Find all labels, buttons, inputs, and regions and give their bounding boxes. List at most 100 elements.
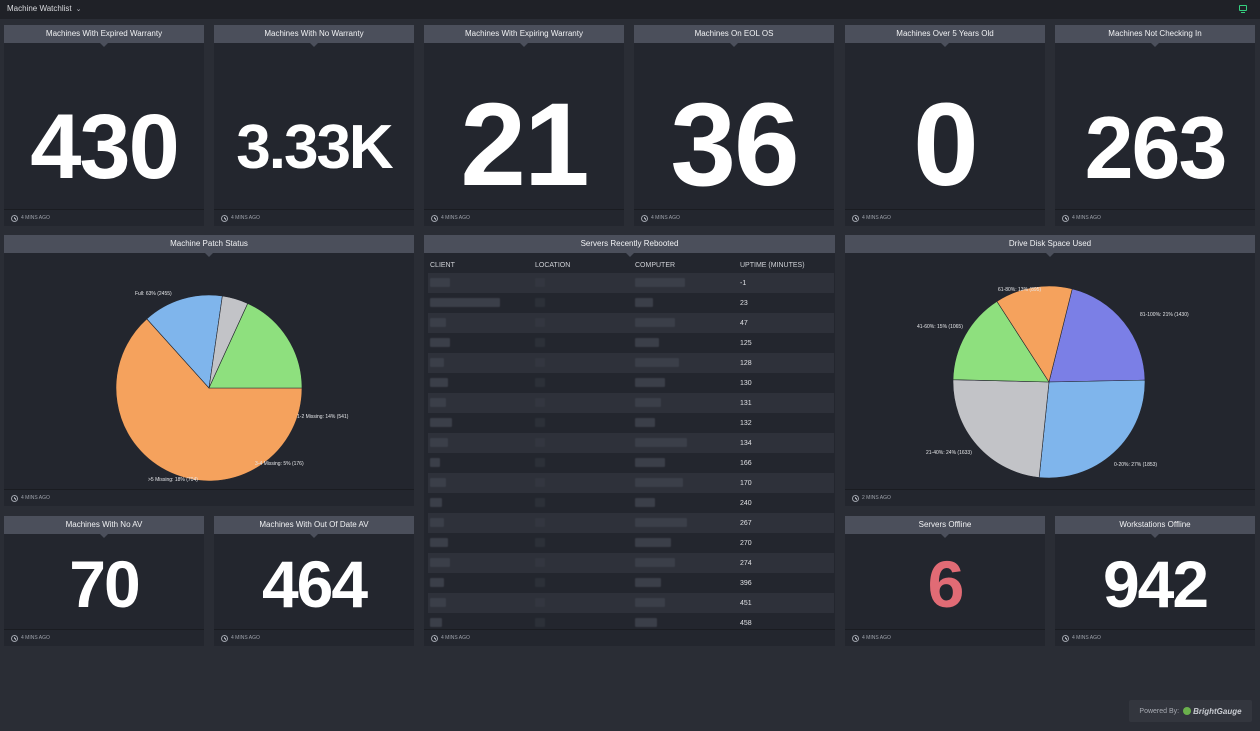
cell-computer <box>633 453 738 473</box>
pie-slice[interactable] <box>952 379 1050 478</box>
pie-slice[interactable] <box>996 285 1073 383</box>
tile-expired-warranty[interactable]: Machines With Expired Warranty 430 4 MIN… <box>4 25 204 226</box>
redacted-location <box>535 317 545 327</box>
tile-workstations-offline[interactable]: Workstations Offline 942 4 MINS AGO <box>1055 516 1255 646</box>
tile-no-av[interactable]: Machines With No AV 70 4 MINS AGO <box>4 516 204 646</box>
cell-computer <box>633 613 738 633</box>
pie-label: >5 Missing: 18% (704) <box>148 477 198 483</box>
table-row[interactable]: 166 <box>428 453 834 473</box>
pie-slice[interactable] <box>208 303 303 389</box>
pie-slice[interactable] <box>1038 379 1146 479</box>
table-row[interactable]: 125 <box>428 333 834 353</box>
cell-location <box>533 273 633 293</box>
table-row[interactable]: 23 <box>428 293 834 313</box>
tile-title: Machines On EOL OS <box>634 25 834 47</box>
column-header-uptime[interactable]: UPTIME (MINUTES) <box>740 261 805 269</box>
brightgauge-logo-icon <box>1183 707 1192 715</box>
cell-computer <box>633 353 738 373</box>
table-row[interactable]: 270 <box>428 533 834 553</box>
table-row[interactable]: 47 <box>428 313 834 333</box>
dashboard-selector[interactable]: Machine Watchlist ⌄ <box>7 4 82 13</box>
disk-space-pie-chart: 81-100%: 21% (1430) 0-20%: 27% (1853) 21-4… <box>917 285 1189 479</box>
table-row[interactable]: 274 <box>428 553 834 573</box>
table-row[interactable]: 132 <box>428 413 834 433</box>
servers-rebooted-widget[interactable]: Servers Recently Rebooted CLIENT LOCATIO… <box>424 235 835 646</box>
cell-computer <box>633 473 738 493</box>
table-row[interactable]: 267 <box>428 513 834 533</box>
column-header-location[interactable]: LOCATION <box>535 261 571 269</box>
updated-time: 4 MINS AGO <box>441 215 470 221</box>
updated-time: 4 MINS AGO <box>231 635 260 641</box>
table-row[interactable]: 128 <box>428 353 834 373</box>
tile-not-checking-in[interactable]: Machines Not Checking In 263 4 MINS AGO <box>1055 25 1255 226</box>
redacted-client <box>430 497 442 507</box>
table-row[interactable]: 240 <box>428 493 834 513</box>
redacted-client <box>430 397 446 407</box>
updated-time: 4 MINS AGO <box>1072 215 1101 221</box>
table-row[interactable]: 170 <box>428 473 834 493</box>
powered-by-badge[interactable]: Powered By: BrightGauge <box>1129 700 1252 722</box>
tile-title: Machines With No AV <box>4 516 204 538</box>
redacted-client <box>430 337 450 347</box>
clock-icon <box>221 634 228 642</box>
table-row[interactable]: 131 <box>428 393 834 413</box>
column-header-computer[interactable]: COMPUTER <box>635 261 676 269</box>
table-row[interactable]: 458 <box>428 613 834 633</box>
tile-expiring-warranty[interactable]: Machines With Expiring Warranty 21 4 MIN… <box>424 25 624 226</box>
tile-footer: 4 MINS AGO <box>214 629 414 646</box>
cell-client <box>428 553 533 573</box>
redacted-computer <box>635 417 655 427</box>
tile-value: 942 <box>1102 547 1209 621</box>
tile-title: Machines With Expiring Warranty <box>424 25 624 47</box>
disk-space-widget[interactable]: Drive Disk Space Used 81-100%: 21% (1430… <box>845 235 1255 506</box>
cell-client <box>428 513 533 533</box>
pie-label: 3-4 Missing: 5% (176) <box>255 461 304 467</box>
pie-slice[interactable] <box>115 318 303 482</box>
table-row[interactable]: -1 <box>428 273 834 293</box>
redacted-location <box>535 377 545 387</box>
cell-client <box>428 473 533 493</box>
redacted-client <box>430 457 440 467</box>
cell-uptime: 130 <box>740 379 752 387</box>
updated-time: 4 MINS AGO <box>21 495 50 501</box>
pie-slice[interactable] <box>952 300 1050 383</box>
redacted-computer <box>635 617 657 627</box>
table-row[interactable]: 451 <box>428 593 834 613</box>
redacted-computer <box>635 277 685 287</box>
cell-computer <box>633 293 738 313</box>
cell-location <box>533 453 633 473</box>
cell-location <box>533 473 633 493</box>
tile-title: Machines With Expired Warranty <box>4 25 204 47</box>
tile-eol-os[interactable]: Machines On EOL OS 36 4 MINS AGO <box>634 25 834 226</box>
redacted-client <box>430 557 450 567</box>
tile-title: Machines With No Warranty <box>214 25 414 47</box>
clock-icon <box>641 214 648 222</box>
table-row[interactable]: 396 <box>428 573 834 593</box>
pie-slice[interactable] <box>1048 288 1146 383</box>
chevron-down-icon: ⌄ <box>75 5 82 13</box>
table-row[interactable]: 134 <box>428 433 834 453</box>
tile-over-5-years[interactable]: Machines Over 5 Years Old 0 4 MINS AGO <box>845 25 1045 226</box>
column-header-client[interactable]: CLIENT <box>430 261 455 269</box>
cell-computer <box>633 313 738 333</box>
redacted-location <box>535 537 545 547</box>
cell-uptime: 134 <box>738 433 834 453</box>
patch-status-widget[interactable]: Machine Patch Status Full: 63% (2455) 1-2… <box>4 235 414 506</box>
tile-value: 0 <box>913 79 979 211</box>
pie-slice[interactable] <box>146 294 223 389</box>
updated-time: 4 MINS AGO <box>21 215 50 221</box>
cell-computer <box>633 373 738 393</box>
tile-title: Machines With Out Of Date AV <box>214 516 414 538</box>
tile-out-of-date-av[interactable]: Machines With Out Of Date AV 464 4 MINS … <box>214 516 414 646</box>
redacted-location <box>535 277 545 287</box>
tile-no-warranty[interactable]: Machines With No Warranty 3.33K 4 MINS A… <box>214 25 414 226</box>
dashboard-title: Machine Watchlist <box>7 4 72 13</box>
redacted-location <box>535 397 545 407</box>
updated-time: 4 MINS AGO <box>21 635 50 641</box>
pie-label: 0-20%: 27% (1853) <box>1114 462 1157 468</box>
tile-servers-offline[interactable]: Servers Offline 6 4 MINS AGO <box>845 516 1045 646</box>
fullscreen-icon[interactable] <box>1239 5 1247 13</box>
table-row[interactable]: 130 <box>428 373 834 393</box>
cell-computer <box>633 493 738 513</box>
pie-label: 41-60%: 15% (1065) <box>917 324 963 330</box>
